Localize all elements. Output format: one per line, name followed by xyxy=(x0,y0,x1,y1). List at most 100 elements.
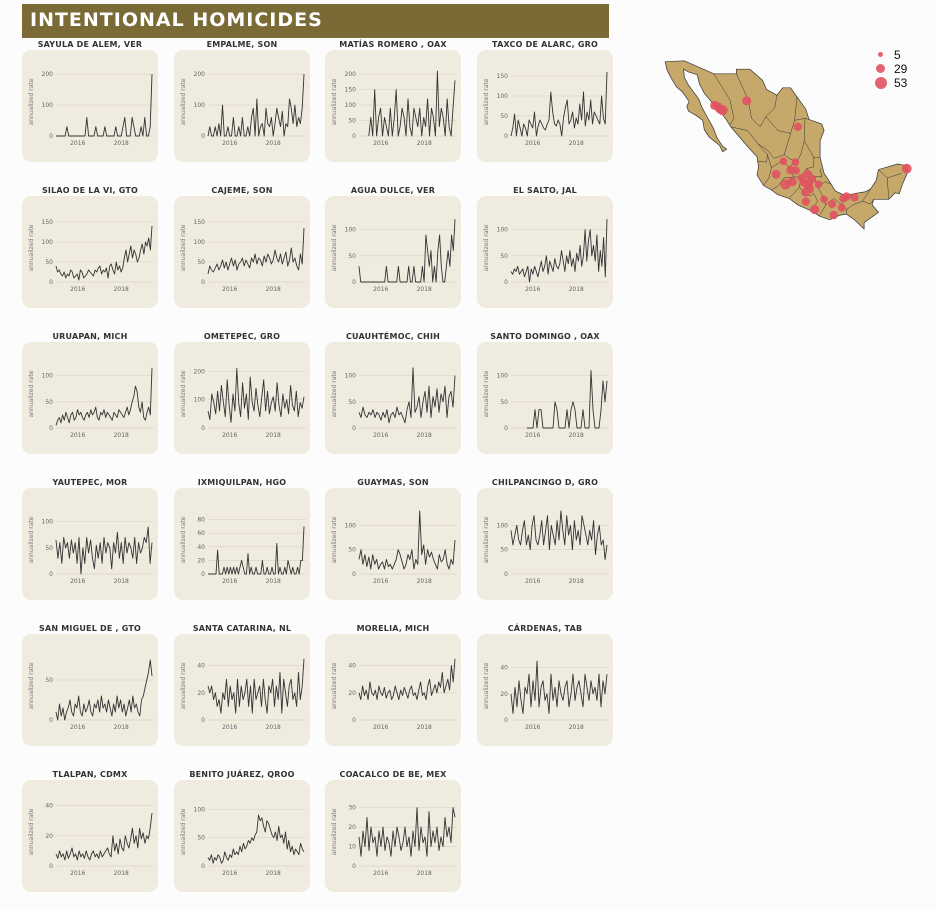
y-tick-label: 40 xyxy=(197,663,205,670)
chart-title: GUAYMAS, SON xyxy=(357,478,429,487)
chart-title: CAJEME, SON xyxy=(211,186,273,195)
y-tick-label: 40 xyxy=(197,544,205,551)
series-line xyxy=(527,370,608,429)
chart-title: SANTA CATARINA, NL xyxy=(192,624,292,633)
map-marker xyxy=(787,177,797,187)
x-tick-label: 2016 xyxy=(70,870,85,877)
y-tick-label: 20 xyxy=(348,824,356,831)
x-tick-label: 2016 xyxy=(373,286,388,293)
chart-card: 0 20 40 2016 2018 annualized rate xyxy=(22,780,158,892)
y-tick-label: 20 xyxy=(45,833,53,840)
x-tick-label: 2018 xyxy=(417,432,432,439)
map-marker xyxy=(713,102,722,111)
y-tick-label: 50 xyxy=(348,399,356,406)
x-tick-label: 2018 xyxy=(569,286,584,293)
y-axis-label: annualized rate xyxy=(28,370,35,417)
y-tick-label: 100 xyxy=(42,239,54,246)
legend-dot-small xyxy=(878,52,883,57)
chart-svg: 0 50 100 2016 2018 annualized rate xyxy=(331,367,457,439)
series-line xyxy=(55,659,153,721)
chart-panel: SAN MIGUEL DE , GTO 0 50 2016 2018 annualized… xyxy=(22,624,162,764)
chart-card: 0 50 100 2016 2018 annualized rate xyxy=(477,488,613,600)
map-marker xyxy=(793,122,802,131)
x-tick-label: 2016 xyxy=(525,578,540,585)
y-axis-label: annualized rate xyxy=(483,662,490,709)
x-tick-label: 2016 xyxy=(525,286,540,293)
chart-card: 0 20 40 2016 2018 annualized rate xyxy=(325,634,461,746)
y-tick-label: 50 xyxy=(348,253,356,260)
x-tick-label: 2016 xyxy=(70,578,85,585)
chart-panel: OMETEPEC, GRO 0 100 200 2016 2018 annualized r… xyxy=(174,332,314,472)
y-tick-label: 100 xyxy=(345,522,357,529)
map-legend: 5 29 53 xyxy=(872,46,932,94)
chart-title: URUAPAN, MICH xyxy=(52,332,128,341)
chart-title: CÁRDENAS, TAB xyxy=(507,624,583,633)
chart-title: SAN MIGUEL DE , GTO xyxy=(39,624,141,633)
y-tick-label: 200 xyxy=(42,71,54,78)
series-line xyxy=(56,74,153,137)
chart-svg: 0 50 100 2016 2018 annualized rate xyxy=(483,510,609,585)
chart-panel: TLALPAN, CDMX 0 20 40 2016 2018 annualized rat… xyxy=(22,770,162,910)
y-tick-label: 0 xyxy=(49,717,53,724)
y-tick-label: 0 xyxy=(504,133,508,140)
state-border xyxy=(800,157,815,178)
chart-title: AGUA DULCE, VER xyxy=(350,186,436,195)
y-tick-label: 60 xyxy=(197,530,205,537)
y-tick-label: 50 xyxy=(348,547,356,554)
y-tick-label: 100 xyxy=(42,373,54,380)
chart-svg: 0 20 40 2016 2018 annualized rate xyxy=(483,660,609,731)
x-tick-label: 2018 xyxy=(417,724,432,731)
y-tick-label: 0 xyxy=(352,279,356,286)
y-tick-label: 10 xyxy=(348,844,356,851)
y-tick-label: 150 xyxy=(497,73,509,80)
chart-svg: 0 50 100 2016 2018 annualized rate xyxy=(483,219,609,293)
y-tick-label: 50 xyxy=(197,835,205,842)
chart-panel: SILAO DE LA VI, GTO 0 50 100 150 2016 2018 annu… xyxy=(22,186,162,326)
chart-panel: EMPALME, SON 0 100 200 2016 2018 annualized ra… xyxy=(174,40,314,180)
series-line xyxy=(207,368,305,423)
y-tick-label: 0 xyxy=(201,279,205,286)
map-marker xyxy=(814,180,823,189)
x-tick-label: 2018 xyxy=(266,140,281,147)
map-marker xyxy=(850,193,859,202)
map-marker xyxy=(779,157,788,165)
series-line xyxy=(207,227,305,275)
y-axis-label: annualized rate xyxy=(331,516,338,563)
y-tick-label: 0 xyxy=(504,279,508,286)
y-axis-label: annualized rate xyxy=(180,224,187,271)
chart-panel: EL SALTO, JAL 0 50 100 2016 2018 annualized ra… xyxy=(477,186,617,326)
y-tick-label: 20 xyxy=(500,691,508,698)
chart-svg: 0 50 100 2016 2018 annualized rate xyxy=(28,367,154,439)
chart-card: 0 50 100 150 2016 2018 annualized rate xyxy=(477,50,613,162)
x-tick-label: 2018 xyxy=(266,870,281,877)
chart-svg: 0 20 40 2016 2018 annualized rate xyxy=(180,658,306,731)
legend-label-small: 5 xyxy=(894,48,901,62)
x-tick-label: 2016 xyxy=(222,432,237,439)
state-border xyxy=(756,143,768,163)
y-axis-label: annualized rate xyxy=(331,224,338,271)
map-marker xyxy=(828,199,837,209)
y-tick-label: 0 xyxy=(49,279,53,286)
y-axis-label: annualized rate xyxy=(180,808,187,855)
chart-card: 0 50 100 2016 2018 annualized rate xyxy=(325,196,461,308)
chart-card: 0 50 100 2016 2018 annualized rate xyxy=(325,488,461,600)
chart-svg: 0 10 20 30 2016 2018 annualized rate xyxy=(331,805,457,877)
series-line xyxy=(510,219,608,283)
x-tick-label: 2016 xyxy=(70,140,85,147)
chart-svg: 0 100 200 2016 2018 annualized rate xyxy=(28,71,154,147)
map-marker xyxy=(805,184,815,194)
chart-card: 0 50 100 2016 2018 annualized rate xyxy=(325,342,461,454)
x-tick-label: 2016 xyxy=(373,870,388,877)
state-border xyxy=(763,154,772,186)
y-tick-label: 80 xyxy=(197,517,205,524)
y-tick-label: 100 xyxy=(42,519,54,526)
chart-card: 0 50 100 150 200 2016 2018 annualized rate xyxy=(325,50,461,162)
x-tick-label: 2018 xyxy=(266,724,281,731)
chart-panel: COACALCO DE BE, MEX 0 10 20 30 2016 2018 annual… xyxy=(325,770,465,910)
y-tick-label: 0 xyxy=(504,425,508,432)
x-tick-label: 2018 xyxy=(569,140,584,147)
chart-title: MATÍAS ROMERO , OAX xyxy=(339,40,447,49)
chart-svg: 0 50 100 2016 2018 annualized rate xyxy=(331,219,457,293)
state-border xyxy=(713,73,735,126)
y-tick-label: 0 xyxy=(49,863,53,870)
